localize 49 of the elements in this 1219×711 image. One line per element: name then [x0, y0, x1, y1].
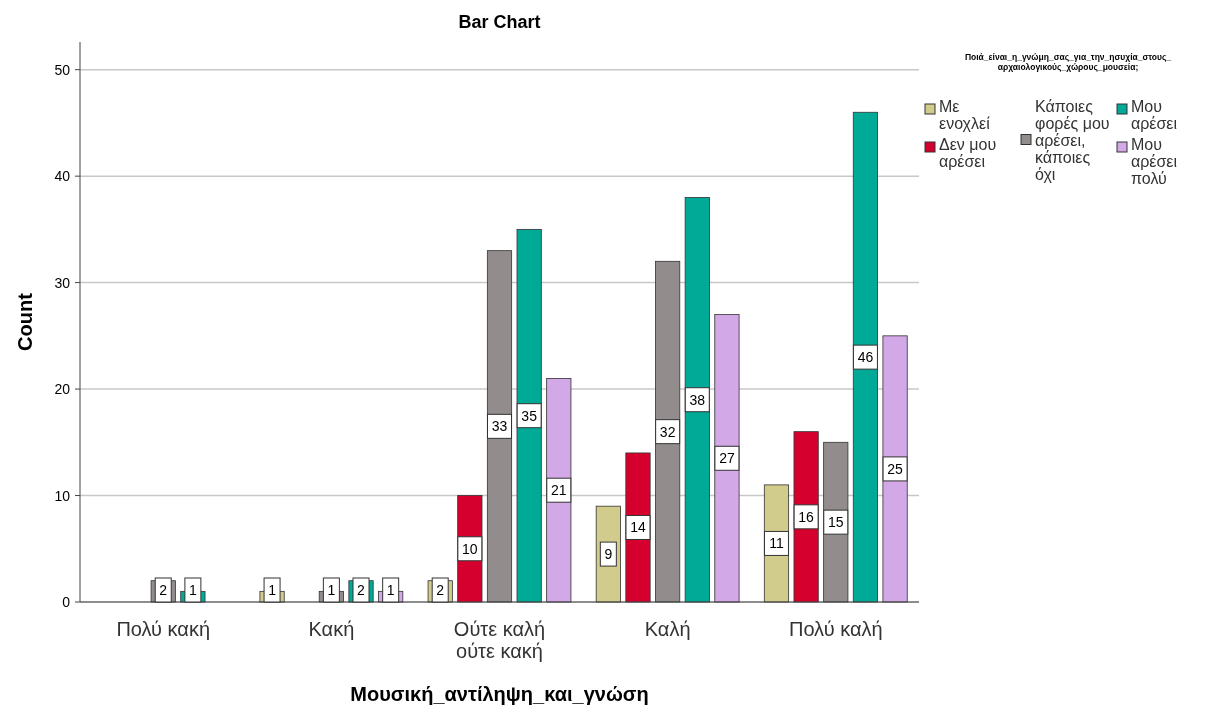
data-label: 2	[159, 582, 168, 598]
bar	[684, 197, 710, 603]
data-label: 2	[357, 582, 366, 598]
bar	[516, 228, 542, 603]
bar	[852, 111, 878, 603]
x-tick-label: Πολύ κακή	[116, 618, 211, 640]
data-label: 16	[798, 508, 815, 525]
legend-label: Κάποιες φορές μου αρέσει, κάποιες όχι	[1035, 98, 1110, 183]
data-label: 1	[386, 582, 395, 598]
y-tick-label: 20	[54, 381, 71, 398]
data-label: 1	[268, 582, 277, 598]
legend-title: Ποιά_είναι_η_γνώμη_σας_για_την_ησυχία_στους_αρχαιολογικούς_χώρους_μουσεία;	[964, 52, 1172, 72]
data-label: 33	[491, 418, 508, 435]
data-label: 1	[327, 582, 336, 598]
bar	[486, 250, 513, 603]
chart-title: Bar Chart	[458, 12, 541, 32]
y-tick-label: 30	[54, 274, 71, 291]
data-label: 1	[188, 582, 197, 598]
data-label: 11	[769, 535, 784, 552]
bar	[546, 378, 572, 603]
legend-label: Μου αρέσει πολύ	[1131, 136, 1178, 187]
x-axis-title: Μουσική_αντίληψη_και_γνώση	[350, 683, 649, 705]
data-label: 10	[462, 540, 478, 557]
data-label: 21	[551, 482, 567, 499]
y-tick-label: 10	[54, 487, 71, 504]
data-label: 9	[604, 546, 613, 563]
x-tick-label: Καλή	[644, 618, 691, 640]
legend-label: Δεν μου αρέσει	[939, 136, 997, 170]
data-label: 32	[659, 423, 676, 440]
data-label: 14	[630, 519, 646, 536]
data-label: 25	[887, 460, 904, 477]
y-tick-label: 0	[62, 594, 71, 610]
bar	[714, 314, 740, 603]
y-tick-label: 40	[54, 168, 71, 185]
x-tick-label: Κακή	[308, 618, 355, 640]
legend-label: Μου αρέσει	[1131, 98, 1178, 132]
y-tick-label: 50	[54, 61, 71, 78]
x-tick-label: Πολύ καλή	[788, 618, 883, 640]
legend-label: Με ενοχλεί	[939, 98, 991, 132]
data-label: 35	[521, 407, 538, 424]
bar	[655, 260, 681, 603]
data-label: 46	[857, 349, 874, 366]
y-axis-title: Count	[14, 292, 36, 351]
data-label: 2	[436, 582, 445, 598]
data-label: 15	[827, 514, 844, 531]
bar	[882, 335, 908, 603]
data-label: 38	[689, 391, 706, 408]
x-tick-label: Ούτε καλή ούτε κακή	[453, 618, 546, 662]
data-label: 27	[719, 450, 735, 467]
